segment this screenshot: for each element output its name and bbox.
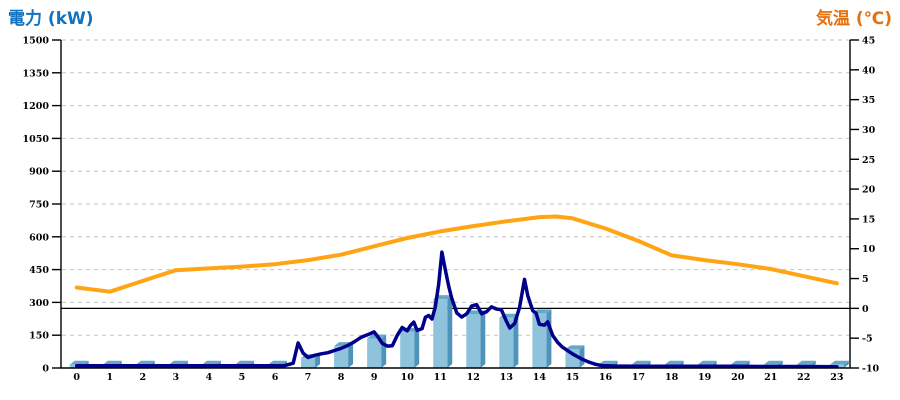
svg-text:7: 7 <box>305 372 312 383</box>
svg-text:900: 900 <box>29 167 49 178</box>
svg-text:10: 10 <box>401 372 415 383</box>
svg-text:750: 750 <box>29 200 49 211</box>
bar-hour-8 <box>334 342 354 368</box>
svg-text:12: 12 <box>467 372 480 383</box>
svg-text:21: 21 <box>764 372 777 383</box>
bar-hour-11 <box>433 295 453 368</box>
svg-text:3: 3 <box>173 372 180 383</box>
power-line <box>74 250 839 369</box>
svg-text:600: 600 <box>29 232 49 243</box>
svg-text:15: 15 <box>566 372 579 383</box>
svg-text:0: 0 <box>862 304 869 315</box>
svg-text:40: 40 <box>862 65 876 76</box>
svg-text:0: 0 <box>42 364 49 375</box>
svg-text:150: 150 <box>29 331 49 342</box>
svg-text:6: 6 <box>272 372 279 383</box>
svg-text:16: 16 <box>599 372 613 383</box>
svg-text:14: 14 <box>533 372 547 383</box>
svg-text:22: 22 <box>797 372 810 383</box>
svg-text:19: 19 <box>698 372 712 383</box>
svg-text:-10: -10 <box>862 364 880 375</box>
right-axis-title: 気温 (℃) <box>815 9 892 29</box>
power-bars-series <box>69 295 849 368</box>
svg-text:0: 0 <box>73 372 80 383</box>
svg-text:5: 5 <box>239 372 246 383</box>
svg-text:25: 25 <box>862 155 875 166</box>
svg-text:5: 5 <box>862 274 869 285</box>
svg-text:13: 13 <box>500 372 513 383</box>
svg-text:300: 300 <box>29 298 49 309</box>
svg-text:15: 15 <box>862 214 875 225</box>
bar-hour-14 <box>532 309 552 368</box>
svg-text:11: 11 <box>434 372 447 383</box>
gridlines <box>62 39 850 336</box>
svg-text:1350: 1350 <box>23 68 50 79</box>
svg-text:450: 450 <box>29 265 49 276</box>
temperature-line <box>74 214 839 294</box>
svg-text:30: 30 <box>862 125 876 136</box>
x-axis-labels: 0 1 2 3 4 5 6 7 8 9 10 11 12 13 14 15 16 17 18 19 20 21 22 23 <box>73 372 843 383</box>
bar-hour-12 <box>466 310 486 368</box>
svg-text:4: 4 <box>206 372 213 383</box>
svg-text:1: 1 <box>106 372 113 383</box>
svg-text:1200: 1200 <box>23 101 50 112</box>
left-axis-title: 電力 (kW) <box>8 9 94 29</box>
svg-text:23: 23 <box>830 372 843 383</box>
bar-hour-10 <box>400 327 420 368</box>
svg-text:45: 45 <box>862 36 875 47</box>
svg-text:20: 20 <box>862 185 876 196</box>
svg-text:17: 17 <box>632 372 645 383</box>
right-axis-ticks: 45 40 35 30 25 20 15 10 5 0 -5 -10 <box>850 36 880 375</box>
bar-hour-9 <box>367 334 387 368</box>
svg-text:35: 35 <box>862 95 875 106</box>
svg-text:9: 9 <box>371 372 378 383</box>
svg-text:20: 20 <box>731 372 745 383</box>
svg-text:-5: -5 <box>862 334 873 345</box>
svg-text:2: 2 <box>139 372 146 383</box>
svg-text:1500: 1500 <box>23 36 50 47</box>
svg-text:1050: 1050 <box>23 134 50 145</box>
svg-text:10: 10 <box>862 244 876 255</box>
svg-text:18: 18 <box>665 372 679 383</box>
svg-text:8: 8 <box>338 372 345 383</box>
